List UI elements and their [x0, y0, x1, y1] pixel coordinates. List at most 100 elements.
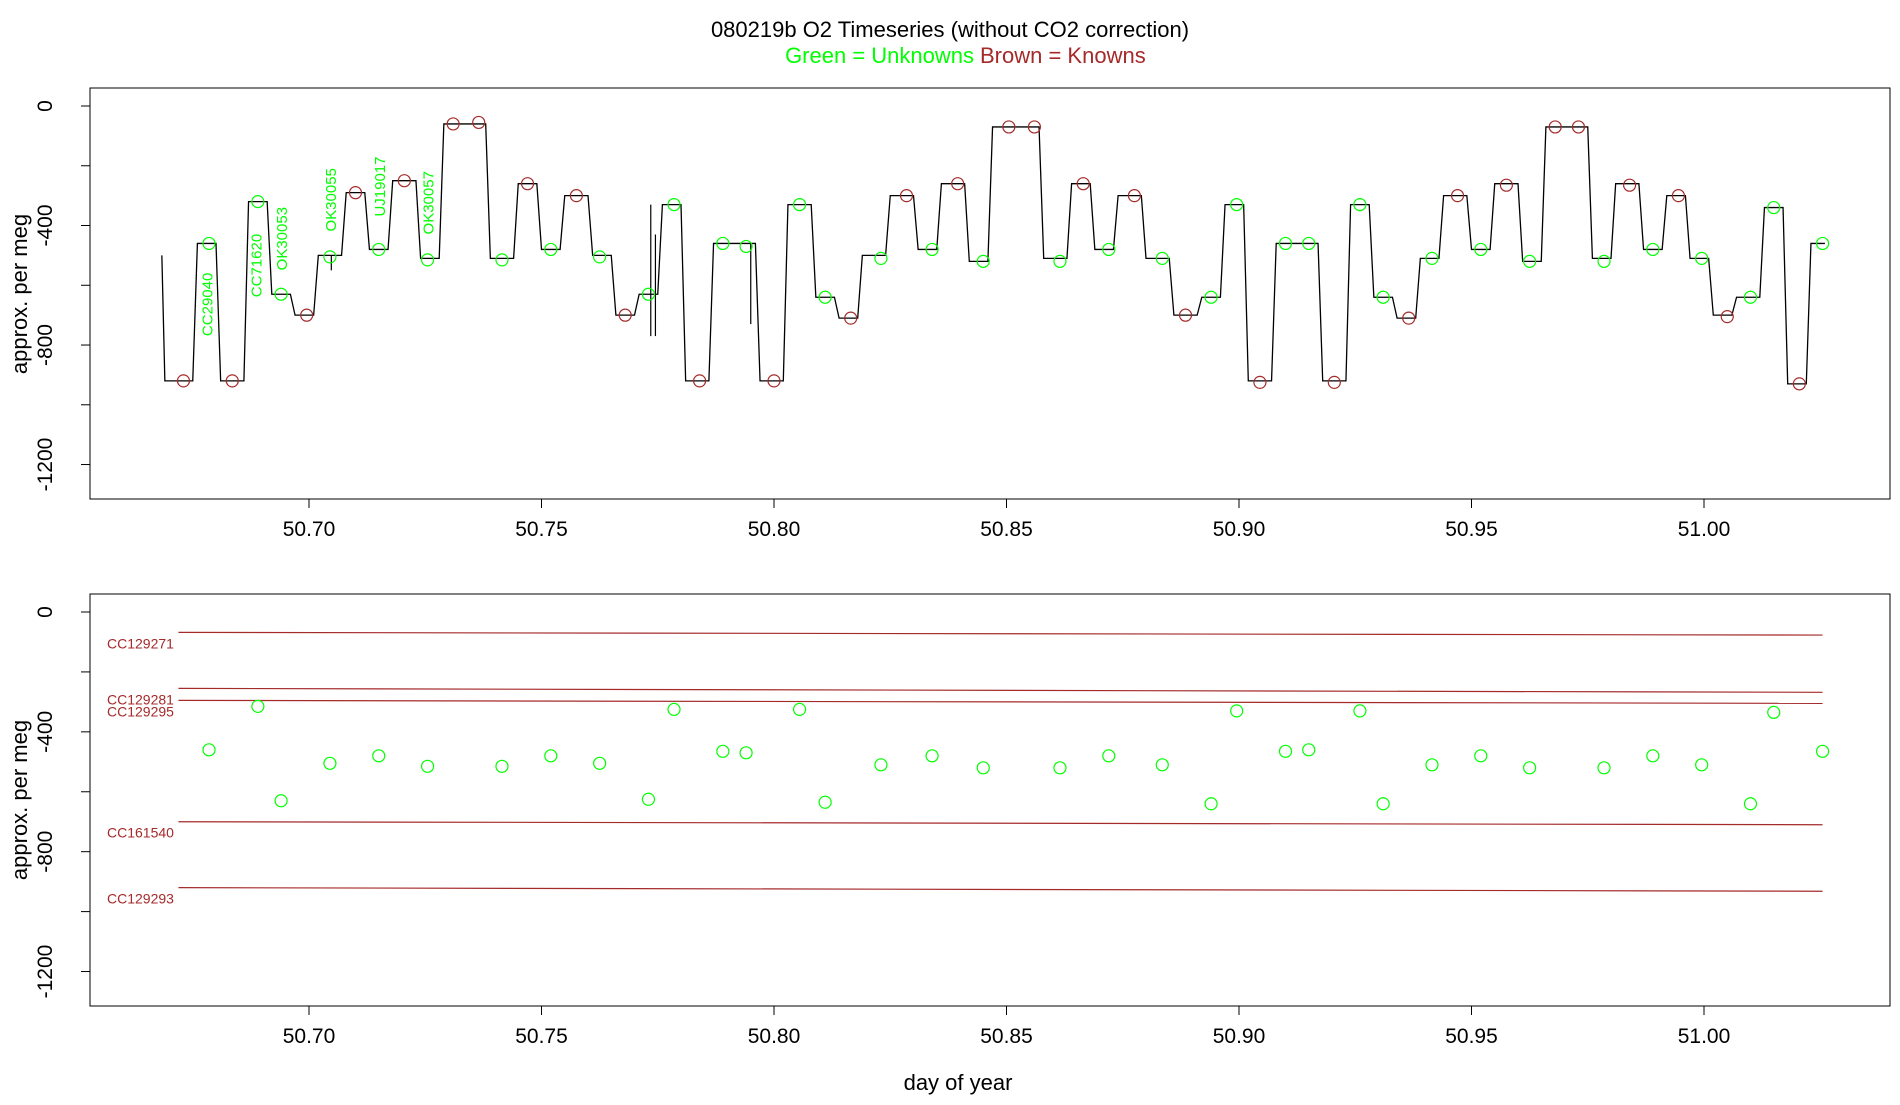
bottom-plot-frame [89, 593, 1891, 1007]
bottom-y-axis-label: approx. per meg [7, 720, 32, 880]
top-unknown-point [251, 195, 265, 209]
top-known-point [899, 189, 914, 203]
bottom-y-tick-label: -800 [34, 831, 57, 873]
bottom-y-tick-label: -1200 [34, 945, 57, 999]
bottom-unknown-point [1743, 797, 1758, 811]
bottom-unknown-point [495, 759, 509, 773]
top-known-point [1002, 120, 1016, 134]
figure-header: 080219b O2 Timeseries (without CO2 corre… [711, 17, 1189, 68]
top-known-point [397, 174, 411, 188]
bottom-unknown-point [274, 794, 288, 808]
top-unknown-point [1353, 197, 1367, 212]
top-known-point [692, 374, 707, 388]
top-y-axis-label: approx. per meg [7, 214, 32, 374]
top-known-point [618, 308, 632, 322]
bottom-unknown-point [420, 759, 435, 773]
top-known-point [1548, 120, 1562, 134]
top-x-tick-label: 50.95 [1445, 518, 1498, 541]
top-x-tick-label: 50.75 [515, 518, 568, 541]
top-known-point [1178, 308, 1193, 322]
bottom-x-axis-label: day of year [904, 1070, 1013, 1095]
top-trace [161, 123, 1825, 385]
top-unknown-point [1767, 200, 1781, 215]
top-unknown-point [1053, 254, 1067, 268]
top-unknown-point [1278, 236, 1293, 251]
top-known-point [1571, 120, 1586, 134]
bottom-unknown-point [739, 746, 753, 760]
bottom-unknown-point [1302, 743, 1316, 757]
bottom-unknown-point [251, 699, 265, 713]
bottom-x-tick-label: 50.75 [515, 1025, 568, 1048]
top-known-point [1720, 310, 1734, 324]
top-unknown-point [1376, 290, 1390, 304]
top-unknown-point [1230, 197, 1244, 212]
top-unknown-point [372, 242, 386, 257]
bottom-reference-label: CC129295 [107, 703, 174, 719]
bottom-unknown-point [976, 761, 990, 775]
top-unknown-point [495, 253, 509, 267]
top-unknown-point [818, 290, 832, 304]
bottom-axes: 50.70 50.75 50.80 50.85 50.90 50.95 51.00 0 -400… [34, 606, 1730, 1048]
bottom-unknown-point [1767, 705, 1781, 719]
top-axes: 50.70 50.75 50.80 50.85 50.90 50.95 51.00 0 -400… [34, 100, 1730, 541]
top-known-points [176, 115, 1806, 391]
bottom-unknown-points [202, 699, 1830, 811]
bottom-unknown-point [1425, 758, 1439, 772]
bottom-unknown-point [792, 702, 807, 716]
bottom-reference-label: CC129293 [107, 891, 174, 907]
bottom-unknown-point [1204, 797, 1218, 811]
top-known-point [520, 177, 535, 191]
top-unknown-point [1204, 290, 1218, 304]
top-known-point [1253, 375, 1267, 389]
top-unknown-point [1425, 251, 1439, 265]
bottom-unknown-point [1278, 744, 1293, 758]
bottom-x-tick-label: 50.80 [748, 1025, 801, 1048]
top-sample-annotation: OK30053 [274, 207, 291, 270]
bottom-x-tick-label: 50.70 [283, 1025, 336, 1048]
top-unknown-point [1597, 254, 1611, 268]
legend-unknowns: Green = Unknowns [785, 43, 974, 68]
top-x-tick-label: 51.00 [1678, 518, 1731, 541]
bottom-unknown-point [925, 749, 939, 763]
legend-knowns: Brown = Knowns [980, 43, 1146, 68]
top-x-tick-label: 50.90 [1213, 518, 1266, 541]
bottom-unknown-point [1474, 749, 1488, 763]
top-known-point [225, 374, 239, 388]
top-unknown-point [1815, 236, 1830, 251]
top-unknown-point [323, 250, 337, 264]
bottom-y-tick-label: -400 [34, 711, 57, 753]
bottom-unknown-point [544, 749, 558, 763]
top-known-point [1327, 375, 1341, 389]
bottom-unknown-point [641, 792, 656, 806]
top-unknown-point [667, 197, 681, 212]
bottom-unknown-point [1053, 761, 1067, 775]
top-sample-annotation: OK30055 [323, 168, 340, 231]
top-unknown-point [792, 197, 807, 212]
top-unknown-point [1155, 251, 1169, 265]
bottom-unknown-point [372, 749, 386, 763]
bottom-reference-label: CC129281 [107, 691, 174, 707]
bottom-unknown-point [1695, 758, 1709, 772]
top-known-point [446, 117, 460, 131]
top-unknown-point [593, 250, 607, 264]
top-plot-frame [89, 87, 1891, 500]
top-panel: 50.70 50.75 50.80 50.85 50.90 50.95 51.00 0 -400… [7, 87, 1891, 541]
top-known-point [1499, 178, 1513, 192]
bottom-unknown-point [323, 756, 337, 770]
top-known-point [951, 177, 965, 191]
bottom-unknown-point [874, 758, 888, 772]
bottom-reference-line [178, 821, 1823, 826]
top-unknown-point [274, 287, 288, 301]
top-unknown-point [1743, 290, 1758, 304]
top-unknown-point [739, 239, 753, 254]
bottom-unknown-point [593, 756, 607, 770]
top-x-tick-label: 50.70 [283, 518, 336, 541]
top-sample-annotation: CC71620 [249, 234, 266, 297]
bottom-unknown-point [818, 795, 832, 809]
top-known-point [767, 374, 781, 388]
top-unknown-point [874, 251, 888, 265]
top-known-point [569, 189, 583, 203]
top-y-tick-label: -800 [34, 324, 57, 366]
